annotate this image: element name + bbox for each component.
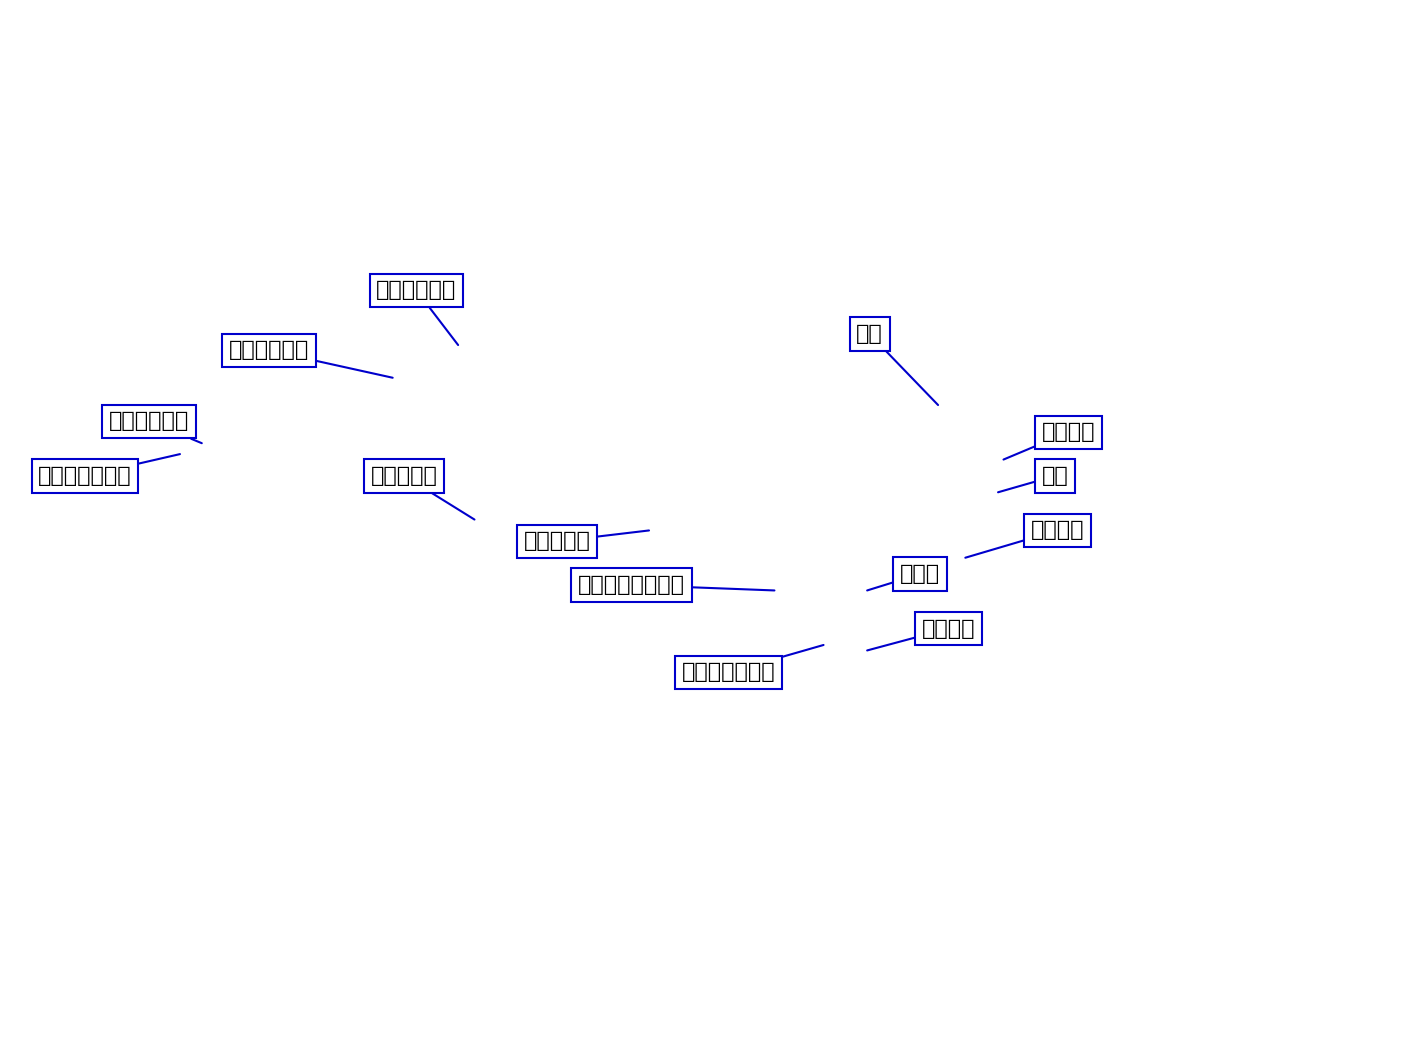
Text: チュー川: チュー川 (966, 521, 1085, 558)
Text: ガンジス川: ガンジス川 (523, 530, 649, 551)
Text: シルダリア川: シルダリア川 (376, 280, 458, 345)
Text: ユーフラテス川: ユーフラテス川 (38, 454, 180, 486)
Text: アムダリア川: アムダリア川 (230, 340, 393, 378)
Text: 長江: 長江 (998, 466, 1068, 492)
Text: メコン川: メコン川 (868, 618, 976, 650)
Text: チャオプラヤ川: チャオプラヤ川 (682, 645, 824, 683)
Text: 黄河: 黄河 (856, 324, 939, 405)
Text: ティグリス川: ティグリス川 (109, 412, 201, 443)
Text: エーヤワディー川: エーヤワディー川 (579, 575, 774, 595)
Text: インダス川: インダス川 (372, 466, 475, 520)
Text: ホワイ川: ホワイ川 (1004, 422, 1095, 460)
Text: ホン川: ホン川 (868, 564, 940, 590)
